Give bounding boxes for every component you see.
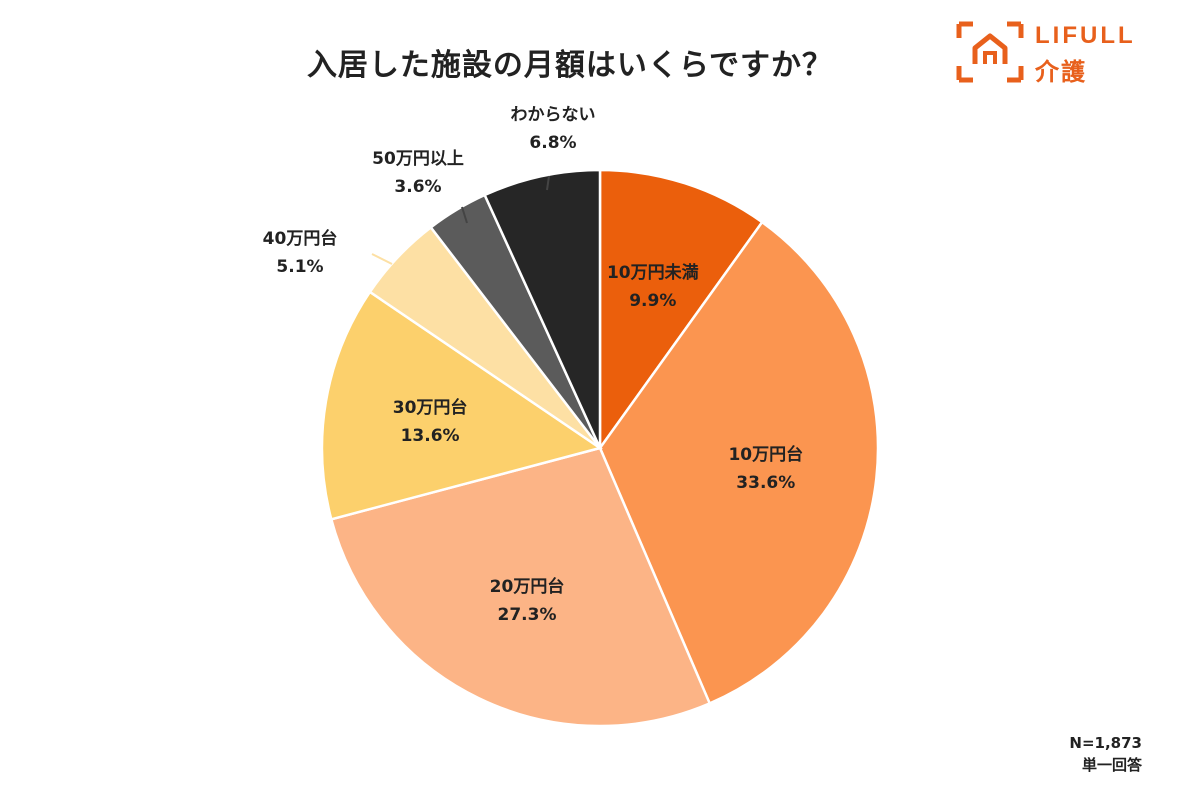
- house-bracket-icon: [956, 21, 1024, 83]
- slice-value-label: 9.9%: [629, 291, 676, 311]
- pie-slice: [329, 446, 712, 728]
- slice-label: 10万円台: [728, 444, 803, 465]
- slice-label: 50万円以上: [372, 149, 464, 169]
- logo-subtitle: 介護: [1035, 58, 1087, 86]
- chart-title: 入居した施設の月額はいくらですか？: [306, 48, 834, 83]
- leader-line: [371, 253, 393, 265]
- logo-wordmark: LIFULL: [1035, 22, 1136, 49]
- pie-slice: [320, 290, 603, 521]
- answer-type: 単一回答: [1081, 756, 1142, 774]
- pie-slice: [598, 220, 880, 706]
- leader-line: [461, 206, 468, 224]
- slice-label: わからない: [511, 105, 596, 125]
- slice-label: 30万円台: [393, 397, 468, 418]
- slice-value-label: 13.6%: [401, 426, 460, 446]
- leader-line: [546, 175, 550, 191]
- slice-value-label: 5.1%: [276, 257, 323, 277]
- slice-value-label: 33.6%: [736, 473, 795, 493]
- slice-label: 40万円台: [263, 228, 338, 249]
- slice-value-label: 3.6%: [394, 177, 441, 197]
- slice-value-label: 27.3%: [498, 605, 557, 625]
- pie-slice: [598, 168, 764, 452]
- sample-size: N=1,873: [1069, 734, 1142, 752]
- slice-value-label: 6.8%: [529, 133, 576, 153]
- slice-label: 20万円台: [490, 576, 565, 597]
- pie-slice: [483, 168, 602, 449]
- slice-label: 10万円未満: [607, 262, 699, 283]
- brand-logo: LIFULL 介護: [955, 20, 1155, 86]
- footnote: N=1,873 単一回答: [1000, 732, 1142, 776]
